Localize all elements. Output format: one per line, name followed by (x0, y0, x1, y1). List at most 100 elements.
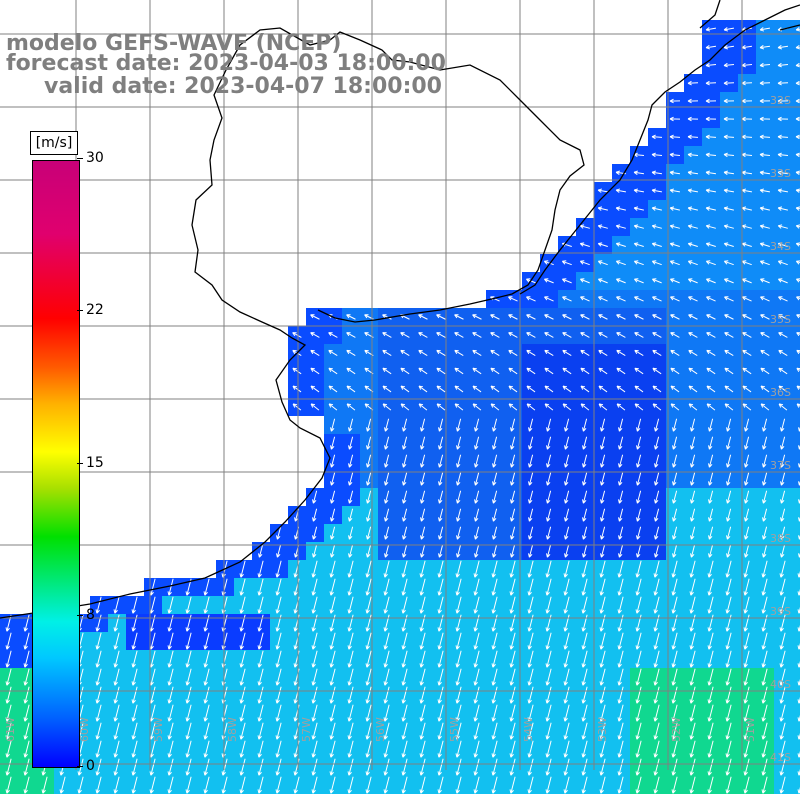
wind-arrow (707, 722, 714, 740)
wind-arrow (526, 403, 536, 411)
wind-arrow (690, 454, 696, 468)
wind-arrow (653, 686, 660, 704)
wind-arrow (492, 454, 498, 468)
wind-arrow (203, 668, 210, 686)
wind-arrow (581, 722, 588, 740)
wind-arrow (437, 686, 444, 704)
wind-arrow (635, 758, 642, 776)
wind-arrow (636, 526, 642, 540)
wind-arrow (437, 704, 444, 722)
wind-arrow (744, 544, 750, 558)
wind-arrow (687, 170, 699, 176)
wind-arrow (510, 544, 516, 558)
coastline (0, 0, 800, 619)
wind-arrow (347, 776, 354, 794)
wind-arrow (329, 758, 336, 776)
wind-arrow (456, 472, 462, 486)
wind-arrow (419, 704, 426, 722)
wind-arrow (582, 544, 588, 558)
wind-arrow (635, 722, 642, 740)
wind-arrow (599, 740, 606, 758)
wind-arrow (310, 314, 320, 320)
wind-arrow (546, 490, 552, 504)
wind-arrow (617, 668, 624, 686)
wind-arrow (239, 740, 246, 758)
wind-arrow (743, 722, 750, 740)
wind-arrow (420, 454, 426, 468)
wind-arrow (455, 704, 462, 722)
colorbar-tick-8: 8 (77, 607, 95, 623)
wind-cell (792, 344, 800, 362)
wind-arrow (401, 632, 408, 650)
wind-arrow (636, 508, 642, 522)
latitude-label: 33S (770, 167, 791, 180)
wind-arrow (707, 650, 714, 668)
wind-arrow (401, 704, 408, 722)
wind-arrow (5, 776, 12, 794)
wind-arrow (275, 740, 282, 758)
wind-arrow (759, 62, 771, 68)
wind-arrow (741, 44, 753, 50)
wind-arrow (725, 704, 732, 722)
wind-arrow (527, 776, 534, 794)
wind-arrow (742, 314, 752, 320)
wind-arrow (688, 349, 698, 357)
wind-arrow (77, 776, 84, 794)
wind-arrow (687, 152, 699, 158)
wind-arrow (599, 758, 606, 776)
wind-arrow (510, 418, 516, 432)
wind-arrow (383, 758, 390, 776)
wind-arrow (597, 224, 608, 229)
wind-arrow (654, 490, 660, 504)
wind-arrow (564, 508, 570, 522)
wind-arrow (419, 668, 426, 686)
wind-cell (792, 308, 800, 326)
wind-cell (792, 596, 800, 614)
wind-arrow (564, 526, 570, 540)
wind-arrow (723, 27, 735, 32)
wind-arrow (690, 490, 696, 504)
wind-arrow (384, 436, 390, 450)
wind-arrow (491, 632, 498, 650)
wind-arrow (312, 526, 318, 540)
wind-arrow (759, 152, 771, 158)
wind-arrow (705, 116, 717, 122)
wind-arrow (762, 526, 768, 540)
wind-arrow (687, 224, 698, 229)
wind-arrow (509, 578, 516, 596)
wind-arrow (723, 206, 734, 211)
wind-arrow (761, 776, 768, 794)
wind-arrow (707, 596, 714, 614)
wind-arrow (330, 418, 336, 432)
wind-cell (792, 758, 800, 776)
wind-arrow (419, 578, 426, 596)
wind-arrow (724, 332, 734, 338)
wind-arrow (528, 418, 534, 432)
wind-arrow (275, 722, 282, 740)
wind-arrow (779, 596, 786, 614)
wind-arrow (328, 367, 338, 375)
wind-arrow (705, 44, 717, 50)
wind-arrow (780, 454, 786, 468)
wind-arrow (366, 436, 372, 450)
wind-arrow (562, 403, 572, 411)
wind-arrow (257, 668, 264, 686)
wind-arrow (598, 332, 608, 338)
wind-arrow (580, 332, 590, 338)
wind-cell (792, 740, 800, 758)
wind-arrow (347, 650, 354, 668)
wind-arrow (796, 403, 800, 408)
wind-arrow (328, 385, 338, 393)
wind-arrow (599, 722, 606, 740)
wind-arrow (401, 722, 408, 740)
wind-arrow (743, 596, 750, 614)
wind-arrow (778, 332, 788, 338)
wind-arrow (419, 758, 426, 776)
wind-arrow (473, 704, 480, 722)
wind-arrow (761, 704, 768, 722)
wind-arrow (723, 152, 735, 158)
wind-arrow (491, 722, 498, 740)
wind-arrow (23, 704, 30, 722)
wind-cell (792, 416, 800, 434)
wind-arrow (400, 367, 410, 375)
